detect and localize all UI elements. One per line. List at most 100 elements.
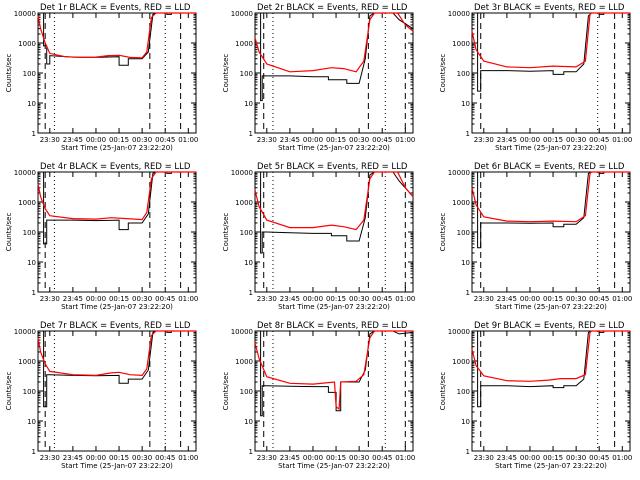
panel-title: Det 1r BLACK = Events, RED = LLD xyxy=(40,3,191,13)
y-tick-label: 1000 xyxy=(18,199,36,207)
lld-series-line xyxy=(37,12,196,59)
x-tick-label: 00:45 xyxy=(589,295,609,303)
y-axis-label: Counts/sec xyxy=(222,213,230,252)
y-tick-label: 100 xyxy=(457,70,470,78)
x-axis-label: Start Time (25-Jan-07 23:22:20) xyxy=(495,144,607,152)
plot-frame xyxy=(37,12,197,134)
x-tick-label: 01:00 xyxy=(178,295,198,303)
panel-title: Det 6r BLACK = Events, RED = LLD xyxy=(474,162,625,172)
detector-panel: Det 1r BLACK = Events, RED = LLD 1 10 100 10… xyxy=(5,3,198,152)
lld-series-line xyxy=(471,12,630,69)
x-tick-label: 00:00 xyxy=(86,454,106,462)
x-tick-label: 01:00 xyxy=(178,454,198,462)
x-tick-label: 00:15 xyxy=(326,454,346,462)
events-series-line xyxy=(255,171,414,254)
x-tick-label: 23:45 xyxy=(497,295,517,303)
y-tick-label: 10000 xyxy=(14,169,36,177)
y-tick-label: 1 xyxy=(32,448,36,456)
detector-panel: Det 3r BLACK = Events, RED = LLD 1 10 100 10… xyxy=(439,3,632,152)
x-tick-label: 23:45 xyxy=(280,136,300,144)
y-tick-label: 1 xyxy=(466,448,470,456)
y-axis-label: Counts/sec xyxy=(5,372,13,411)
lld-series-line xyxy=(471,171,630,223)
y-tick-label: 1000 xyxy=(18,358,36,366)
y-tick-label: 10 xyxy=(461,100,470,108)
y-tick-label: 1000 xyxy=(452,358,470,366)
y-tick-label: 10 xyxy=(27,259,36,267)
y-axis-label: Counts/sec xyxy=(222,54,230,93)
x-tick-label: 00:45 xyxy=(155,136,175,144)
x-tick-label: 00:15 xyxy=(326,136,346,144)
events-series-line xyxy=(472,171,630,249)
x-tick-label: 00:15 xyxy=(109,454,129,462)
plot-frame xyxy=(254,12,414,134)
y-tick-label: 100 xyxy=(23,388,36,396)
events-series-line xyxy=(38,171,196,245)
lld-series-line xyxy=(254,330,413,411)
x-tick-label: 01:00 xyxy=(395,295,415,303)
x-tick-label: 00:45 xyxy=(589,136,609,144)
detector-panel: Det 8r BLACK = Events, RED = LLD 1 10 100 10… xyxy=(222,321,415,470)
x-tick-label: 00:45 xyxy=(372,136,392,144)
y-tick-label: 1 xyxy=(466,130,470,138)
x-tick-label: 23:45 xyxy=(63,136,83,144)
plot-frame xyxy=(471,12,631,134)
x-tick-label: 00:00 xyxy=(520,454,540,462)
y-axis-label: Counts/sec xyxy=(439,213,447,252)
x-tick-label: 00:30 xyxy=(349,295,369,303)
panel-title: Det 9r BLACK = Events, RED = LLD xyxy=(474,321,625,331)
y-tick-label: 1 xyxy=(32,130,36,138)
y-tick-label: 100 xyxy=(457,388,470,396)
panel-title: Det 3r BLACK = Events, RED = LLD xyxy=(474,3,625,13)
detector-panel: Det 9r BLACK = Events, RED = LLD 1 10 100 10… xyxy=(439,321,632,470)
x-tick-label: 00:15 xyxy=(543,136,563,144)
x-tick-label: 01:00 xyxy=(178,136,198,144)
y-tick-label: 10000 xyxy=(231,169,253,177)
y-tick-label: 1 xyxy=(32,289,36,297)
panel-title: Det 4r BLACK = Events, RED = LLD xyxy=(40,162,191,172)
x-tick-label: 00:00 xyxy=(303,295,323,303)
panel-title: Det 8r BLACK = Events, RED = LLD xyxy=(257,321,408,331)
y-tick-label: 10 xyxy=(461,418,470,426)
lld-series-line xyxy=(471,330,630,382)
x-tick-label: 00:00 xyxy=(86,295,106,303)
x-tick-label: 23:45 xyxy=(63,454,83,462)
plot-frame xyxy=(471,171,631,293)
x-axis-label: Start Time (25-Jan-07 23:22:20) xyxy=(278,144,390,152)
y-tick-label: 100 xyxy=(240,70,253,78)
detector-panel: Det 2r BLACK = Events, RED = LLD 1 10 100 10… xyxy=(222,3,415,152)
lld-series-line xyxy=(37,171,196,221)
y-tick-label: 1 xyxy=(249,130,253,138)
y-tick-label: 1000 xyxy=(235,199,253,207)
detector-panel: Det 5r BLACK = Events, RED = LLD 1 10 100 10… xyxy=(222,162,415,311)
y-tick-label: 10 xyxy=(244,418,253,426)
x-tick-label: 23:30 xyxy=(474,454,494,462)
x-axis-label: Start Time (25-Jan-07 23:22:20) xyxy=(61,144,173,152)
x-tick-label: 00:30 xyxy=(566,454,586,462)
x-tick-label: 00:45 xyxy=(589,454,609,462)
x-tick-label: 00:30 xyxy=(566,136,586,144)
y-axis-label: Counts/sec xyxy=(439,54,447,93)
x-tick-label: 23:30 xyxy=(474,136,494,144)
y-tick-label: 10 xyxy=(461,259,470,267)
y-tick-label: 1 xyxy=(466,289,470,297)
x-tick-label: 23:45 xyxy=(63,295,83,303)
x-tick-label: 00:00 xyxy=(303,136,323,144)
x-tick-label: 01:00 xyxy=(612,136,632,144)
x-tick-label: 00:45 xyxy=(372,295,392,303)
x-axis-label: Start Time (25-Jan-07 23:22:20) xyxy=(278,303,390,311)
y-tick-label: 10000 xyxy=(14,328,36,336)
x-tick-label: 23:45 xyxy=(280,454,300,462)
y-tick-label: 100 xyxy=(23,229,36,237)
x-tick-label: 00:45 xyxy=(155,295,175,303)
panel-title: Det 5r BLACK = Events, RED = LLD xyxy=(257,162,408,172)
lld-series-line xyxy=(37,330,196,377)
y-axis-label: Counts/sec xyxy=(222,372,230,411)
events-series-line xyxy=(255,12,414,102)
y-tick-label: 10000 xyxy=(231,10,253,18)
x-tick-label: 23:45 xyxy=(497,454,517,462)
x-axis-label: Start Time (25-Jan-07 23:22:20) xyxy=(61,462,173,470)
x-tick-label: 00:00 xyxy=(520,295,540,303)
y-tick-label: 100 xyxy=(457,229,470,237)
